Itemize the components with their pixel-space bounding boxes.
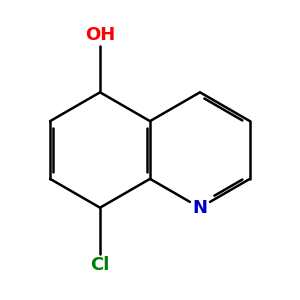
Text: N: N: [193, 199, 208, 217]
Text: Cl: Cl: [90, 256, 110, 274]
Text: OH: OH: [85, 26, 115, 44]
